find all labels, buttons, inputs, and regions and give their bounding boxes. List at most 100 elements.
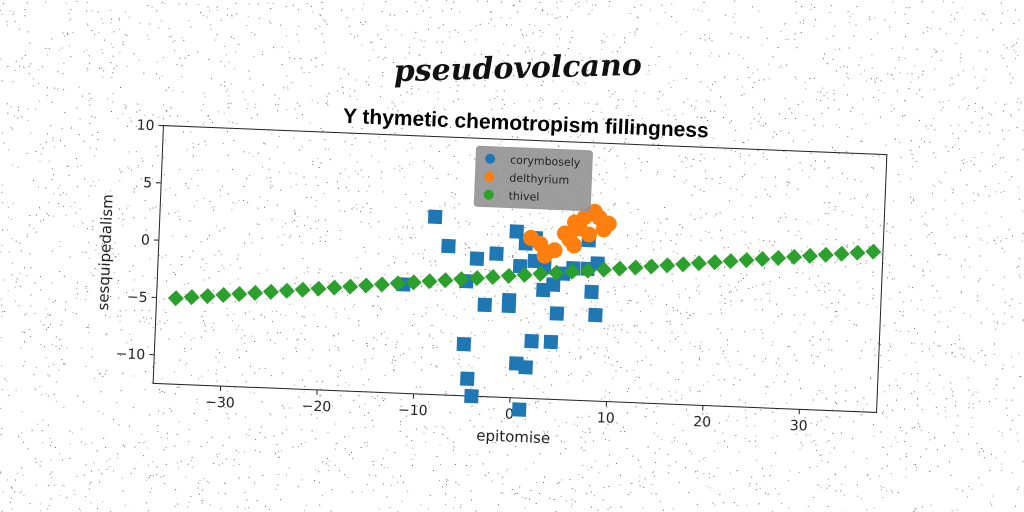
thivel-point xyxy=(722,253,739,270)
legend-label-thivel: thivel xyxy=(508,189,539,203)
thivel-point xyxy=(405,274,422,291)
corymbosely-point xyxy=(549,306,565,321)
thivel-point xyxy=(690,255,707,272)
x-tick-label: −20 xyxy=(301,398,331,415)
thivel-point xyxy=(278,282,295,299)
thivel-point xyxy=(326,279,343,296)
delthyrium-point xyxy=(595,221,612,238)
y-tick-label: −5 xyxy=(127,289,148,306)
thivel-point xyxy=(167,290,184,307)
thivel-point xyxy=(262,283,279,300)
legend-swatch-delthyrium xyxy=(484,171,495,182)
corymbosely-point xyxy=(509,224,524,239)
corymbosely-point xyxy=(588,307,603,323)
thivel-point xyxy=(342,278,359,295)
chart-title: Y thymetic chemotropism fillingness xyxy=(343,105,710,143)
thivel-point xyxy=(564,263,581,280)
delthyrium-point xyxy=(567,214,584,231)
x-tick-label: 30 xyxy=(789,418,807,435)
corymbosely-point xyxy=(524,333,539,349)
thivel-point xyxy=(627,259,644,276)
corymbosely-point xyxy=(511,402,527,417)
corymbosely-point xyxy=(441,238,456,254)
corymbosely-point xyxy=(427,209,443,225)
thivel-point xyxy=(659,257,676,274)
thivel-point xyxy=(754,251,771,268)
thivel-point xyxy=(865,243,882,260)
corymbosely-point xyxy=(469,251,485,266)
delthyrium-point xyxy=(581,226,598,243)
x-tick-label: −30 xyxy=(205,394,235,411)
series-delthyrium xyxy=(522,203,617,264)
thivel-point xyxy=(500,267,517,284)
delthyrium-point xyxy=(556,225,573,242)
thivel-point xyxy=(199,288,216,305)
thivel-point xyxy=(675,256,692,273)
legend-label-delthyrium: delthyrium xyxy=(509,172,569,187)
thivel-point xyxy=(183,289,200,306)
thivel-point xyxy=(310,280,327,297)
delthyrium-point xyxy=(566,237,583,254)
corymbosely-point xyxy=(489,246,504,261)
x-tick-label: −10 xyxy=(398,402,428,419)
delthyrium-point xyxy=(536,247,553,264)
thivel-point xyxy=(611,260,628,277)
y-tick-label: 0 xyxy=(141,232,151,248)
legend-swatch-thivel xyxy=(483,189,494,200)
legend-box xyxy=(473,145,593,212)
axes: Y thymetic chemotropism fillingness −30−… xyxy=(94,105,888,447)
thivel-point xyxy=(595,261,612,278)
thivel-point xyxy=(294,281,311,298)
thivel-point xyxy=(437,272,454,289)
corymbosely-point xyxy=(584,284,599,300)
x-axis-ticks: −30 −20 −10 0 10 20 30 xyxy=(205,386,808,435)
thivel-point xyxy=(373,276,390,293)
y-axis-label: sesquipedalism xyxy=(94,194,117,311)
thivel-point xyxy=(469,270,486,287)
figure-suptitle: pseudovolcano xyxy=(393,48,642,89)
y-axis-ticks: −10 −5 0 5 10 xyxy=(115,118,164,363)
plot-frame xyxy=(152,125,888,413)
thivel-point xyxy=(738,252,755,269)
corymbosely-point xyxy=(543,334,559,350)
y-tick-label: −10 xyxy=(115,346,145,363)
thivel-point xyxy=(532,265,549,282)
legend-label-corymbosely: corymbosely xyxy=(510,154,581,170)
thivel-point xyxy=(247,284,264,301)
legend-swatch-corymbosely xyxy=(485,153,496,164)
corymbosely-point xyxy=(460,371,475,387)
thivel-point xyxy=(548,264,565,281)
thivel-point xyxy=(453,271,470,288)
x-axis-label: epitomise xyxy=(476,426,550,447)
thivel-point xyxy=(770,249,787,266)
y-tick-label: 10 xyxy=(136,118,154,135)
x-tick-label: 20 xyxy=(693,414,711,431)
thivel-point xyxy=(786,248,803,265)
thivel-point xyxy=(516,266,533,283)
thivel-point xyxy=(484,269,501,286)
thivel-point xyxy=(358,277,375,294)
corymbosely-point xyxy=(545,277,561,292)
thivel-point xyxy=(389,275,406,292)
thivel-point xyxy=(215,287,232,304)
corymbosely-point xyxy=(456,336,472,352)
x-tick-label: 0 xyxy=(505,407,515,423)
scatter-marks xyxy=(167,203,882,417)
thivel-point xyxy=(580,262,596,279)
thivel-point xyxy=(849,244,866,261)
thivel-point xyxy=(817,246,834,263)
thivel-point xyxy=(801,247,818,264)
y-tick-label: 5 xyxy=(143,175,153,191)
thivel-point xyxy=(231,285,248,302)
corymbosely-point xyxy=(477,297,493,313)
series-thivel xyxy=(167,243,882,307)
thivel-point xyxy=(643,258,660,275)
legend: corymbosely delthyrium thivel xyxy=(473,145,593,212)
thivel-point xyxy=(421,273,438,290)
corymbosely-point xyxy=(501,298,517,314)
x-tick-label: 10 xyxy=(597,410,615,427)
corymbosely-point xyxy=(518,360,533,375)
